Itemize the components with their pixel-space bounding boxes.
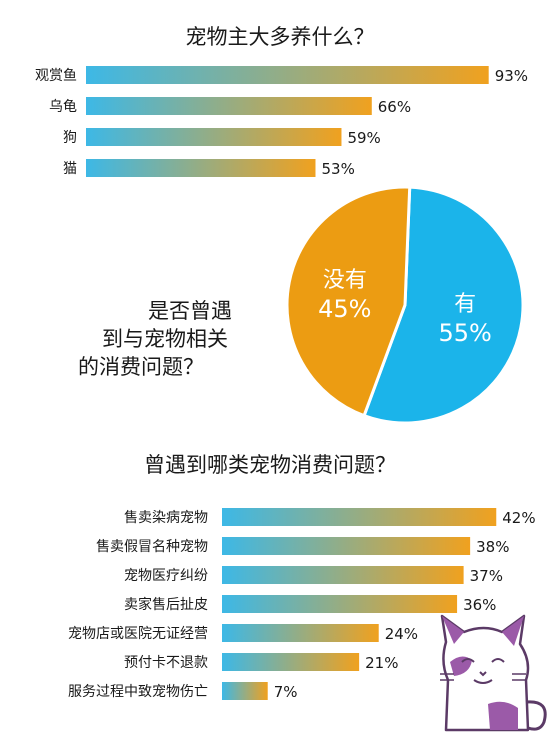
pie-slice — [285, 185, 412, 418]
chart3-category-label: 服务过程中致宠物伤亡 — [68, 684, 208, 700]
chart3-value-label: 36% — [463, 596, 496, 614]
chart3-bar — [222, 537, 471, 555]
chart3-title: 曾遇到哪类宠物消费问题？ — [144, 453, 396, 477]
chart3-category-label: 宠物医疗纠纷 — [124, 568, 208, 584]
chart1-category-label: 观赏鱼 — [35, 67, 77, 84]
chart1-bar — [86, 128, 342, 146]
chart1-category-label: 乌龟 — [49, 99, 77, 115]
chart1-value-label: 59% — [347, 129, 380, 147]
chart3-value-label: 21% — [365, 654, 398, 672]
pie-question-line-1: 是否曾遇 — [148, 299, 232, 323]
chart1-bar — [86, 97, 372, 115]
chart3-bars: 售卖染病宠物 42% 售卖假冒名种宠物 38% 宠物医疗纠纷 37% 卖家售后扯皮 36% 宠物… — [68, 508, 536, 701]
pie-slice-name: 没有 — [323, 268, 367, 293]
chart3-value-label: 38% — [476, 538, 509, 556]
chart3-value-label: 37% — [470, 567, 503, 585]
chart1-bars: 观赏鱼 93% 乌龟 66% 狗 59% 猫 53% — [35, 66, 528, 178]
chart3-bar — [222, 566, 464, 584]
chart3-bar — [222, 682, 268, 700]
chart3-category-label: 宠物店或医院无证经营 — [68, 626, 208, 642]
chart1-category-label: 狗 — [63, 130, 77, 146]
pie-slice-value: 45% — [318, 295, 371, 323]
cat-illustration-icon — [440, 614, 547, 732]
chart3-category-label: 售卖染病宠物 — [124, 510, 208, 526]
chart3-bar — [222, 653, 360, 671]
chart3-category-label: 卖家售后扯皮 — [124, 596, 208, 613]
chart3-category-label: 预付卡不退款 — [124, 655, 208, 671]
chart1-category-label: 猫 — [63, 161, 77, 177]
pie-question-line-2: 到与宠物相关 — [102, 327, 228, 351]
chart3-bar — [222, 595, 458, 613]
pie-question: 是否曾遇 到与宠物相关 的消费问题？ — [78, 299, 232, 379]
chart3-category-label: 售卖假冒名种宠物 — [96, 539, 208, 555]
chart3-value-label: 24% — [385, 625, 418, 643]
chart1-bar — [86, 159, 316, 177]
chart1-title: 宠物主大多养什么？ — [186, 25, 375, 49]
chart1-value-label: 66% — [378, 98, 411, 116]
chart3-bar — [222, 624, 379, 642]
pie-slice — [362, 185, 525, 425]
chart1-value-label: 93% — [495, 67, 528, 85]
pie-slice-value: 55% — [439, 319, 492, 347]
pie-slice-name: 有 — [454, 292, 476, 317]
pie-question-line-3: 的消费问题？ — [78, 355, 204, 379]
chart1-value-label: 53% — [321, 160, 354, 178]
chart3-value-label: 7% — [274, 683, 298, 701]
chart3-bar — [222, 508, 497, 526]
chart1-bar — [86, 66, 489, 84]
chart3-value-label: 42% — [502, 509, 535, 527]
